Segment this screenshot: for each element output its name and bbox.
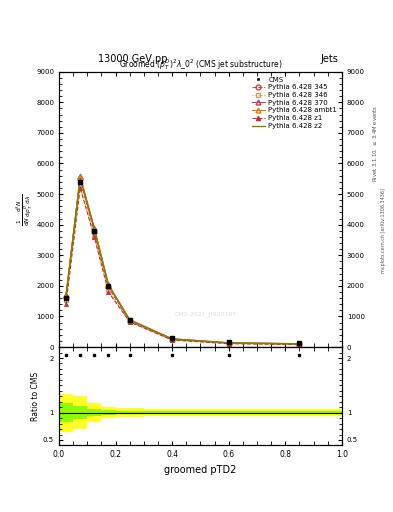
- Title: Groomed $(p_T^D)^2\lambda\_0^2$ (CMS jet substructure): Groomed $(p_T^D)^2\lambda\_0^2$ (CMS jet…: [119, 57, 282, 72]
- Text: Jets: Jets: [320, 54, 338, 64]
- Y-axis label: Ratio to CMS: Ratio to CMS: [31, 372, 40, 421]
- Text: CMS-2021_JI920187: CMS-2021_JI920187: [175, 311, 237, 317]
- Text: mcplots.cern.ch [arXiv:1306.3436]: mcplots.cern.ch [arXiv:1306.3436]: [381, 188, 386, 273]
- Text: Rivet 3.1.10, $\geq$ 3.4M events: Rivet 3.1.10, $\geq$ 3.4M events: [371, 105, 379, 182]
- X-axis label: groomed pTD2: groomed pTD2: [164, 465, 237, 475]
- Text: 13000 GeV pp: 13000 GeV pp: [98, 54, 168, 64]
- Legend: CMS, Pythia 6.428 345, Pythia 6.428 346, Pythia 6.428 370, Pythia 6.428 ambt1, P: CMS, Pythia 6.428 345, Pythia 6.428 346,…: [250, 75, 338, 131]
- Y-axis label: $\frac{1}{\mathrm{d}N}\frac{\mathrm{d}^2N}{\mathrm{d}\,p_T^D\,\mathrm{d}\,\lambd: $\frac{1}{\mathrm{d}N}\frac{\mathrm{d}^2…: [15, 193, 35, 225]
